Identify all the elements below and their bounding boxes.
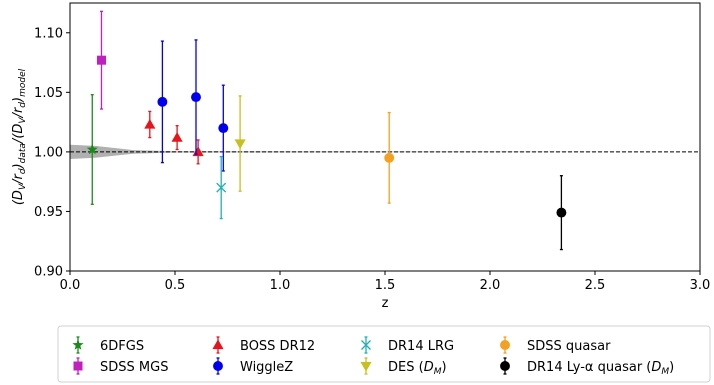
y-axis-label: (DV​/rd​)data​/(DV​/rd​)model​ <box>11 68 28 205</box>
series-7 <box>556 175 567 251</box>
legend-entry: DES (DM) <box>360 357 447 377</box>
series-6 <box>384 111 395 204</box>
y-tick-label: 1.05 <box>34 86 63 101</box>
legend-marker <box>72 339 84 350</box>
legend-entry: DR14 Ly-α quasar (DM) <box>500 357 674 377</box>
legend-label: SDSS quasar <box>527 339 611 354</box>
legend-label: 6DFGS <box>100 339 144 354</box>
y-tick-label: 1.00 <box>34 145 63 160</box>
series-4 <box>216 156 227 220</box>
data-point <box>191 92 201 103</box>
series-2 <box>144 110 204 165</box>
legend-marker <box>500 340 510 350</box>
data-point <box>86 143 98 155</box>
data-point <box>192 146 204 157</box>
series-0 <box>86 94 98 205</box>
legend-marker <box>361 340 371 350</box>
y-tick-label: 1.10 <box>34 26 63 41</box>
data-point <box>218 123 229 134</box>
series-1 <box>97 10 106 110</box>
data-point <box>556 207 567 218</box>
x-tick-label: 2.0 <box>480 278 501 293</box>
legend-entry: DR14 LRG <box>361 336 454 354</box>
data-point <box>144 118 156 129</box>
legend-label: DES (DM) <box>388 360 447 377</box>
series-5 <box>234 95 246 192</box>
legend-marker <box>212 339 224 350</box>
data-point <box>157 96 168 107</box>
legend-marker <box>73 361 83 371</box>
x-axis-label: z <box>382 296 389 311</box>
x-tick-label: 2.5 <box>585 278 606 293</box>
legend-entry: SDSS quasar <box>500 336 611 354</box>
legend-marker <box>213 361 223 371</box>
legend: 6DFGS SDSS MGS BOSS DR12 WiggleZ DR14 LRG DES… <box>57 325 711 383</box>
x-tick-label: 0.0 <box>60 278 81 293</box>
legend-label: BOSS DR12 <box>240 339 315 354</box>
x-tick-label: 0.5 <box>165 278 186 293</box>
x-tick-label: 1.0 <box>270 278 291 293</box>
axes-frame <box>69 2 701 272</box>
plot-area <box>70 10 700 251</box>
x-tick-label: 3.0 <box>690 278 711 293</box>
legend-marker <box>500 361 510 371</box>
x-tick-label: 1.5 <box>375 278 396 293</box>
legend-entry: 6DFGS <box>72 336 144 354</box>
data-point <box>216 182 227 193</box>
legend-entry: SDSS MGS <box>73 357 168 375</box>
legend-marker <box>360 361 372 372</box>
data-point <box>171 132 183 142</box>
legend-entry: WiggleZ <box>213 357 293 375</box>
legend-label: DR14 Ly-α quasar (DM) <box>527 360 674 377</box>
legend-label: WiggleZ <box>240 360 293 375</box>
y-tick-label: 0.95 <box>34 205 63 220</box>
data-point <box>384 152 395 163</box>
legend-label: SDSS MGS <box>100 360 168 375</box>
axes: 0.0 0.5 1.0 1.5 2.0 2.5 3.0 0.90 0.95 1.00 1.05 1.1… <box>11 2 711 311</box>
legend-label: DR14 LRG <box>388 339 454 354</box>
data-point <box>234 139 246 150</box>
series-3 <box>157 39 229 172</box>
data-point <box>97 55 106 65</box>
legend-entry: BOSS DR12 <box>212 336 315 354</box>
y-tick-label: 0.90 <box>34 265 63 280</box>
